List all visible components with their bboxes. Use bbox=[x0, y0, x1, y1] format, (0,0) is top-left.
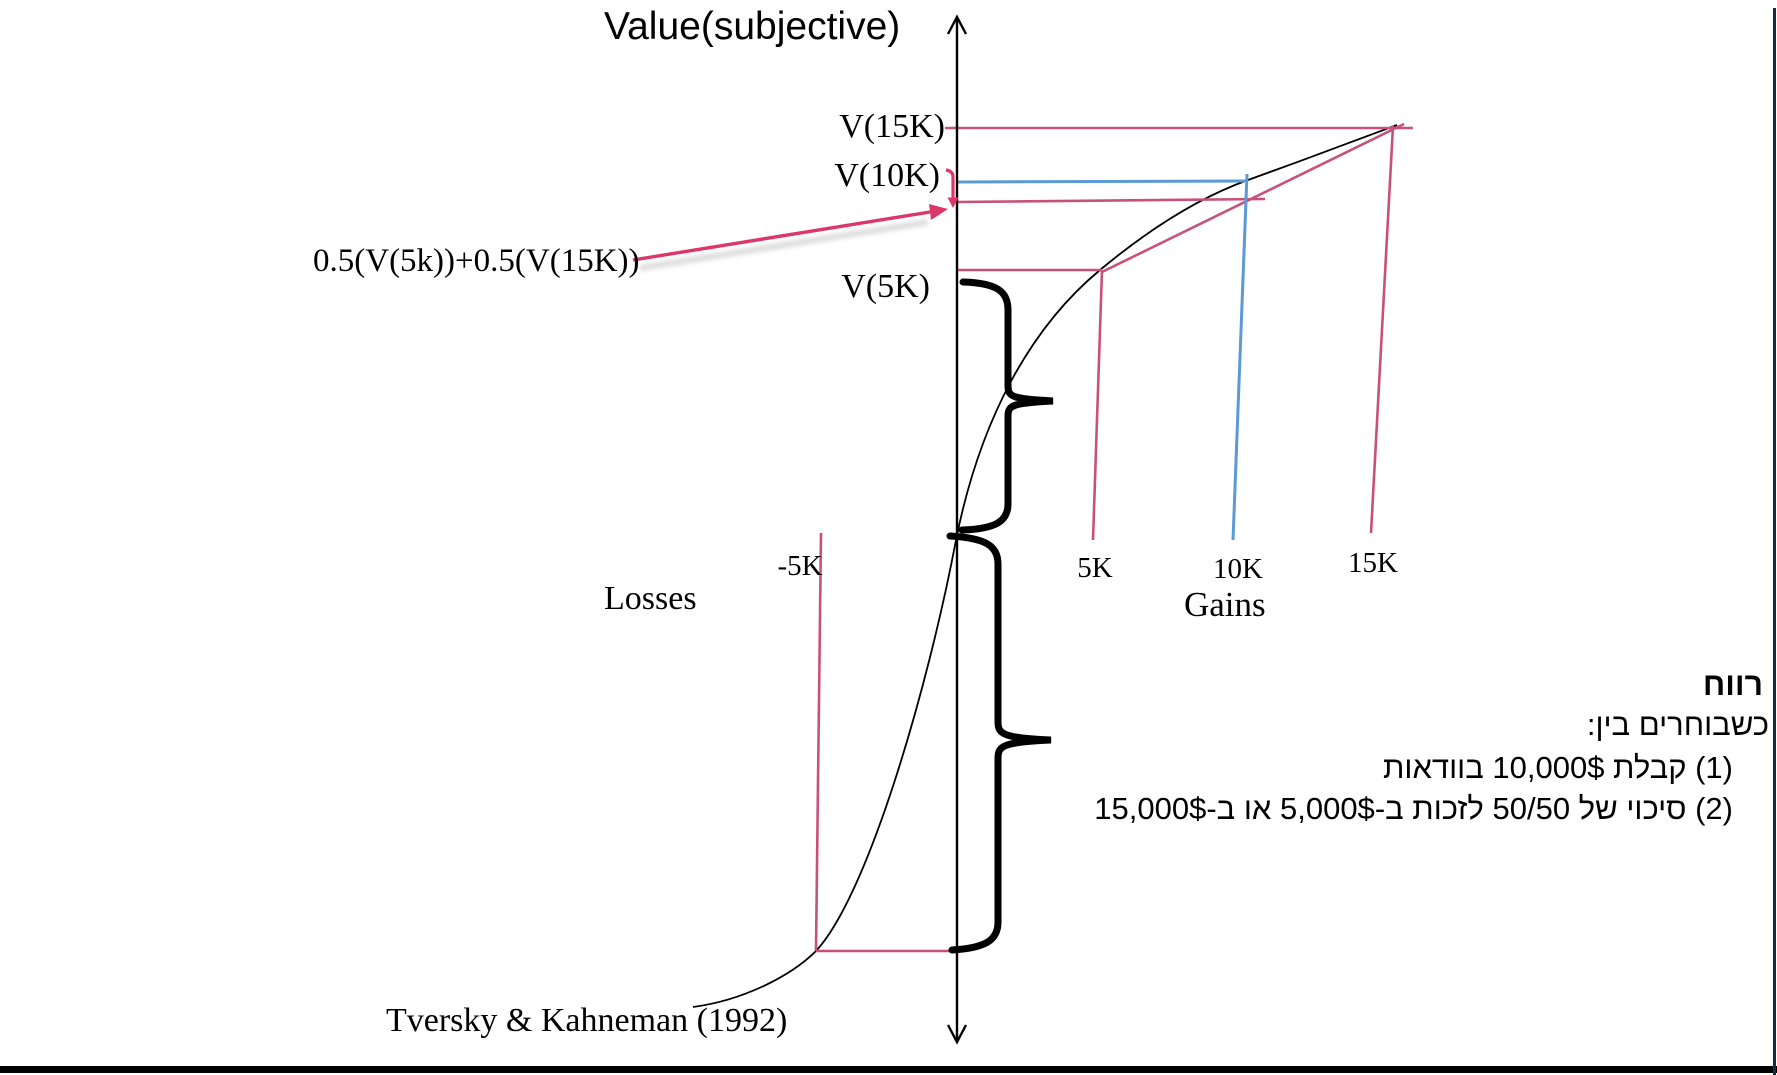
pink-lines bbox=[814, 122, 1413, 953]
difference-drop-arrowhead bbox=[947, 197, 959, 208]
difference-drop-arrow-line bbox=[945, 168, 955, 201]
expected-value-formula: 0.5(V(5k))+0.5(V(15K)) bbox=[313, 243, 640, 279]
tick-line-neg5k bbox=[814, 532, 823, 951]
expected-value-arrowhead bbox=[929, 204, 948, 220]
hebrew-note-heading: רווח bbox=[1702, 666, 1763, 702]
v10k-level-line bbox=[957, 179, 1248, 184]
arrow-shadow bbox=[639, 219, 929, 271]
gains-brace bbox=[958, 278, 1054, 534]
y-axis-arrowhead-top bbox=[946, 14, 968, 35]
v5k-label: V(5K) bbox=[841, 268, 930, 305]
hebrew-note-option-2: (2) סיכוי של 50/50 לזכות ב-5,000$ או ב-1… bbox=[1094, 791, 1733, 826]
expected-value-level-line bbox=[955, 197, 1266, 204]
tick-label-5k: 5K bbox=[1077, 552, 1113, 584]
y-axis-arrowhead-bottom bbox=[946, 1024, 968, 1045]
tick-line-5k bbox=[1091, 269, 1104, 541]
expected-value-arrow-line bbox=[632, 210, 931, 262]
slide-right-border bbox=[1773, 8, 1776, 1075]
slide-bottom-border bbox=[0, 1066, 1777, 1073]
v10k-label: V(10K) bbox=[834, 157, 940, 194]
citation: Tversky & Kahneman (1992) bbox=[386, 1002, 788, 1039]
tick-label-neg5k: -5K bbox=[777, 550, 823, 582]
tick-line-15k bbox=[1369, 125, 1395, 534]
losses-brace bbox=[946, 532, 1052, 954]
v15k-label: V(15K) bbox=[839, 108, 945, 145]
y-axis-title: Value(subjective) bbox=[604, 5, 901, 48]
gains-label: Gains bbox=[1184, 585, 1266, 624]
hebrew-note-option-1: (1) קבלת 10,000$ בוודאות bbox=[1382, 750, 1733, 785]
blue-lines bbox=[957, 173, 1249, 541]
hebrew-note-line-choosing: כשבוחרים בין: bbox=[1586, 707, 1769, 742]
losses-label: Losses bbox=[604, 580, 697, 617]
tick-label-15k: 15K bbox=[1348, 547, 1398, 579]
tick-line-10k bbox=[1231, 173, 1249, 541]
tick-label-10k: 10K bbox=[1213, 553, 1263, 585]
